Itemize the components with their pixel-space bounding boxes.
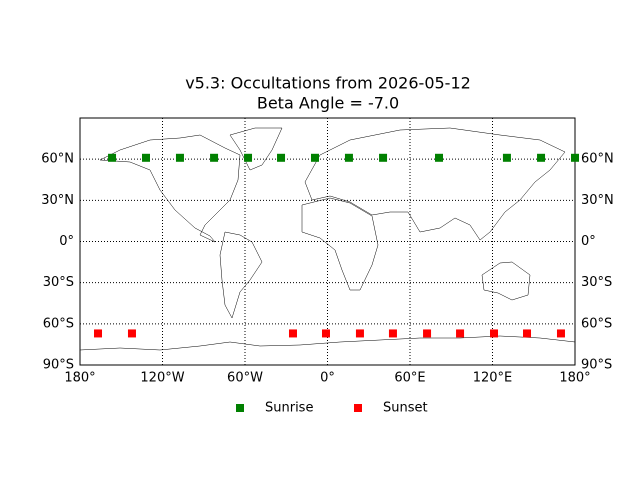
x-tick-label: 120°W — [140, 371, 184, 386]
marker — [127, 329, 136, 338]
y-tick-label: 60°S — [43, 316, 74, 331]
x-tick-label: 180° — [64, 371, 95, 386]
marker — [435, 153, 444, 162]
y-tick-label: 30°N — [41, 193, 74, 208]
marker — [456, 329, 465, 338]
y-tick-label-right: 60°N — [581, 152, 614, 167]
marker — [210, 153, 219, 162]
legend-label: Sunset — [383, 401, 428, 416]
y-tick-label: 60°N — [41, 152, 74, 167]
y-tick-label: 0° — [59, 234, 74, 249]
y-tick-label-right: 90°S — [581, 358, 612, 373]
chart-subtitle: Beta Angle = -7.0 — [257, 94, 399, 113]
y-tick-label-right: 60°S — [581, 316, 612, 331]
marker — [321, 329, 330, 338]
marker — [288, 329, 297, 338]
marker — [556, 329, 565, 338]
marker — [310, 153, 319, 162]
marker — [142, 153, 150, 162]
marker — [502, 153, 511, 162]
y-tick-label: 90°S — [43, 358, 74, 373]
marker — [277, 153, 286, 162]
legend-marker — [236, 404, 244, 412]
legend-marker — [354, 404, 362, 412]
marker — [379, 153, 388, 162]
y-tick-label-right: 0° — [581, 234, 596, 249]
x-tick-label: 0° — [320, 371, 335, 386]
x-tick-label: 60°E — [394, 371, 425, 386]
y-tick-label-right: 30°N — [581, 193, 614, 208]
x-tick-label: 120°E — [473, 371, 513, 386]
y-tick-label-right: 30°S — [581, 275, 612, 290]
marker — [388, 329, 397, 338]
marker — [108, 153, 117, 162]
marker — [523, 329, 532, 338]
marker — [94, 329, 103, 338]
y-tick-label: 30°S — [43, 275, 74, 290]
chart-title: v5.3: Occultations from 2026-05-12 — [185, 74, 471, 93]
x-tick-label: 60°W — [227, 371, 263, 386]
marker — [244, 153, 253, 162]
marker — [355, 329, 364, 338]
marker — [344, 153, 353, 162]
marker — [423, 329, 432, 338]
x-tick-label: 180° — [559, 371, 590, 386]
marker — [490, 329, 499, 338]
legend-label: Sunrise — [265, 401, 313, 416]
marker — [537, 153, 546, 162]
marker — [175, 153, 184, 162]
marker — [571, 153, 579, 162]
